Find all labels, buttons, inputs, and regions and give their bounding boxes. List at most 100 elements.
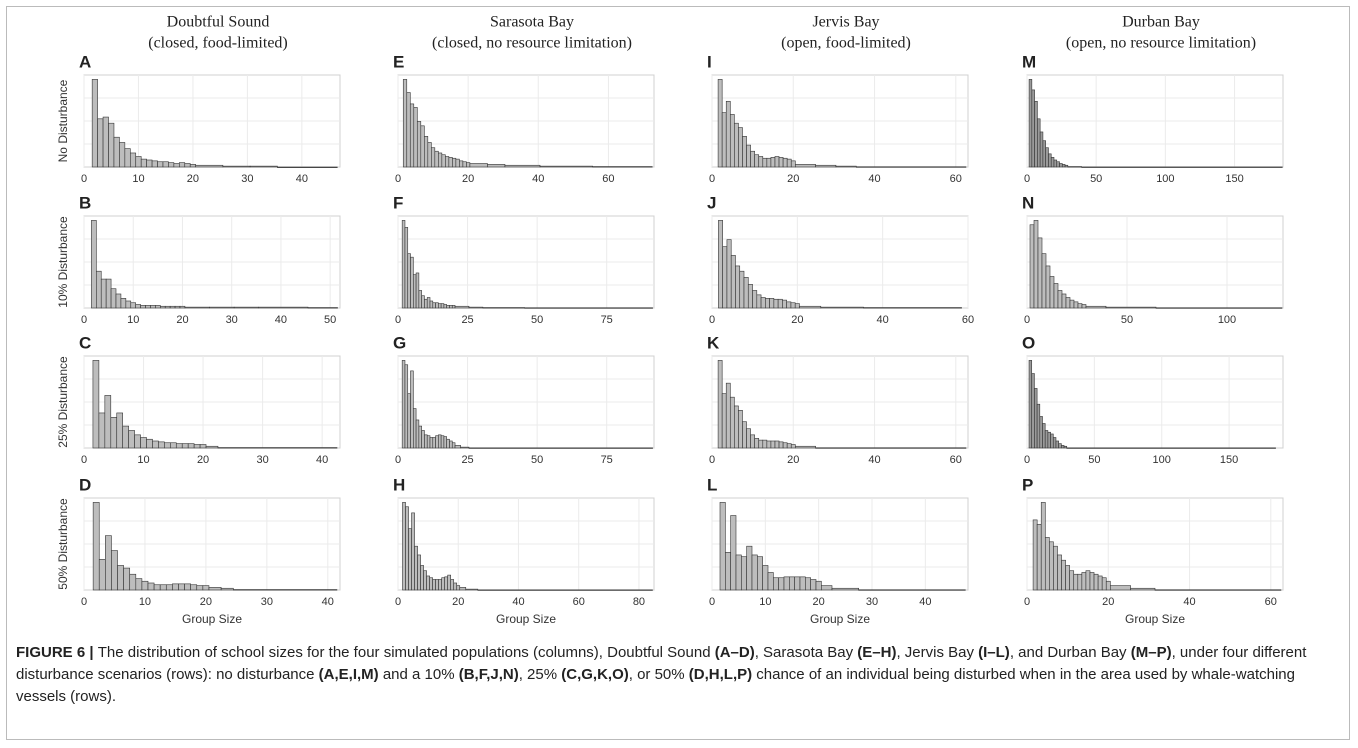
panel-letter: J xyxy=(707,193,716,212)
bar xyxy=(153,584,161,591)
panel-letter: O xyxy=(1022,333,1035,352)
bar xyxy=(1031,373,1035,449)
bar xyxy=(1093,573,1099,591)
bar xyxy=(1036,523,1042,591)
bar xyxy=(774,440,780,449)
bar xyxy=(407,253,411,309)
bar xyxy=(435,579,439,591)
bar xyxy=(738,127,743,168)
bar xyxy=(758,439,764,449)
bar xyxy=(407,393,411,449)
bar xyxy=(129,573,137,591)
bar xyxy=(466,162,471,168)
bar xyxy=(117,565,124,591)
bar xyxy=(165,584,173,591)
bar xyxy=(1044,430,1049,449)
bar xyxy=(184,163,191,168)
bar xyxy=(100,278,107,309)
x-tick-label: 10 xyxy=(139,596,151,608)
x-tick-label: 100 xyxy=(1218,314,1236,326)
bar xyxy=(1028,79,1033,168)
bar xyxy=(1154,589,1282,591)
bar xyxy=(416,121,422,168)
bar xyxy=(799,576,806,591)
bar xyxy=(448,157,453,168)
caption-run: , Jervis Bay xyxy=(896,644,979,661)
bar xyxy=(426,575,430,591)
bar xyxy=(402,502,406,591)
caption-run: , and Durban Bay xyxy=(1009,644,1131,661)
bar xyxy=(432,579,436,591)
bar xyxy=(1097,575,1103,591)
bar xyxy=(438,152,443,168)
bar xyxy=(413,408,417,449)
bar xyxy=(173,163,180,168)
bar xyxy=(504,164,541,168)
bar xyxy=(1061,293,1067,309)
caption-run: (A–D) xyxy=(714,644,755,661)
x-axis-title: Group Size xyxy=(496,612,556,626)
x-tick-label: 30 xyxy=(226,314,238,326)
x-tick-label: 50 xyxy=(1121,314,1133,326)
panel-letter: I xyxy=(707,52,712,71)
panel-letter: L xyxy=(707,475,717,494)
bar xyxy=(440,435,445,449)
bar xyxy=(790,302,796,309)
bar xyxy=(592,166,653,168)
bar xyxy=(831,587,859,591)
bar xyxy=(424,136,429,168)
bar xyxy=(150,305,156,309)
bar xyxy=(769,298,775,309)
bar xyxy=(766,157,772,168)
caption-run: , 25% xyxy=(518,666,562,683)
bar xyxy=(1052,437,1057,449)
bar xyxy=(431,147,436,168)
bar xyxy=(98,559,106,591)
bar xyxy=(429,577,433,591)
x-tick-label: 60 xyxy=(602,173,614,185)
bar xyxy=(1050,157,1055,168)
x-tick-label: 40 xyxy=(1183,596,1195,608)
bar xyxy=(190,584,198,591)
bar xyxy=(449,305,453,309)
bar xyxy=(454,305,470,309)
column-title: Doubtful Sound xyxy=(167,14,270,31)
bar xyxy=(539,165,593,168)
bar xyxy=(734,405,739,449)
x-tick-label: 0 xyxy=(1024,314,1030,326)
bar xyxy=(129,152,137,168)
bar xyxy=(450,579,455,591)
bar xyxy=(1047,431,1051,449)
x-tick-label: 0 xyxy=(1024,596,1030,608)
bar xyxy=(777,298,783,309)
bar xyxy=(444,576,448,591)
bar xyxy=(157,161,164,168)
bar xyxy=(1081,304,1087,309)
bar xyxy=(462,161,467,168)
bar xyxy=(742,421,747,449)
bar xyxy=(175,443,183,449)
bar xyxy=(424,298,428,309)
panel-letter: N xyxy=(1022,193,1034,212)
x-tick-label: 50 xyxy=(531,314,543,326)
bar xyxy=(729,396,735,449)
bar xyxy=(426,297,431,309)
bar xyxy=(135,304,141,309)
bar xyxy=(1061,164,1066,168)
bar xyxy=(184,306,210,309)
bar xyxy=(756,294,762,309)
bar xyxy=(105,535,112,591)
bar xyxy=(181,443,189,449)
bar xyxy=(104,395,112,449)
column-subtitle: (closed, no resource limitation) xyxy=(432,35,632,52)
caption-run: (I–L) xyxy=(978,644,1010,661)
x-tick-label: 75 xyxy=(601,454,613,466)
x-tick-label: 0 xyxy=(709,173,715,185)
bar xyxy=(195,164,224,168)
bar xyxy=(119,142,126,168)
bar xyxy=(760,297,766,309)
bar xyxy=(446,305,450,309)
bar xyxy=(405,506,409,591)
bar xyxy=(815,164,837,168)
x-axis-title: Group Size xyxy=(810,612,870,626)
